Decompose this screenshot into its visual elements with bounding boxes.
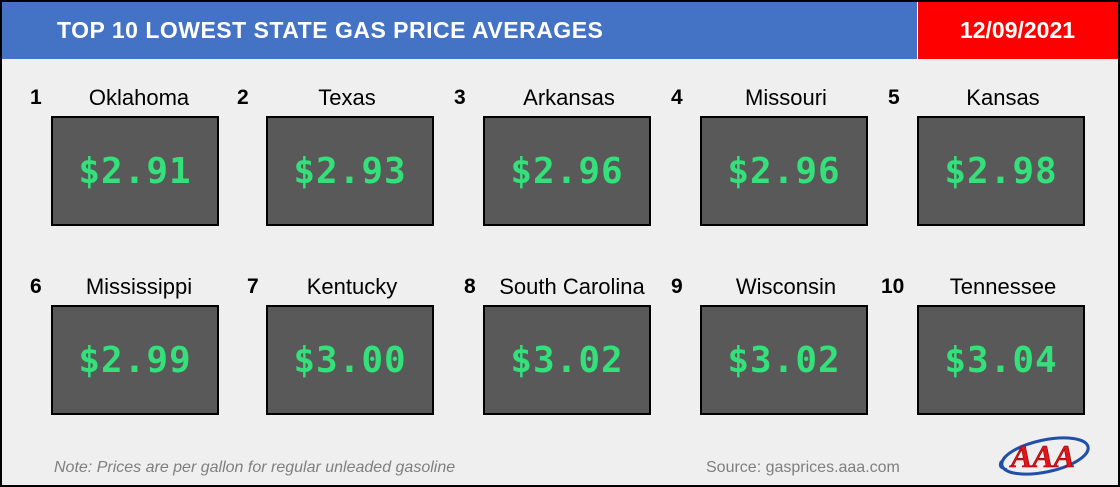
rank-number: 1 [30,86,42,109]
price-box: $2.96 [700,116,868,226]
price-box: $2.96 [483,116,651,226]
ranking-item-6: 6 Mississippi $2.99 [30,274,240,435]
rank-number: 2 [237,86,249,109]
price-value: $3.02 [727,339,841,381]
ranking-item-10: 10 Tennessee $3.04 [881,274,1091,435]
source-credit: Source: gasprices.aaa.com [706,459,900,476]
state-name: Missouri [745,85,827,110]
price-box: $3.04 [917,305,1085,415]
state-name: Kansas [966,85,1040,110]
price-value: $2.96 [727,150,841,192]
state-name: Mississippi [85,274,193,299]
rank-number: 10 [881,275,905,298]
state-name: Kentucky [306,274,398,299]
footnote: Note: Prices are per gallon for regular … [54,459,456,476]
ranking-item-5: 5 Kansas $2.98 [888,85,1098,246]
price-value: $2.98 [944,150,1058,192]
rank-number: 4 [671,86,683,109]
price-box: $3.00 [266,305,434,415]
price-box: $2.93 [266,116,434,226]
rank-number: 3 [454,86,466,109]
state-name: South Carolina [499,274,645,299]
price-value: $2.96 [510,150,624,192]
rank-number: 7 [247,275,259,298]
ranking-item-4: 4 Missouri $2.96 [671,85,881,246]
state-name: Oklahoma [88,85,190,110]
ranking-item-2: 2 Texas $2.93 [237,85,447,246]
price-value: $3.04 [944,339,1058,381]
state-name: Arkansas [523,85,615,110]
price-value: $3.02 [510,339,624,381]
logo-text: AAA [1009,438,1075,474]
aaa-logo-icon: AAA [995,425,1093,483]
price-value: $2.99 [78,339,192,381]
ranking-item-9: 9 Wisconsin $3.02 [671,274,881,435]
header-bar: TOP 10 LOWEST STATE GAS PRICE AVERAGES 1… [2,2,1118,59]
price-box: $2.99 [51,305,219,415]
state-name: Tennessee [949,274,1057,299]
rank-number: 6 [30,275,42,298]
rank-number: 8 [464,275,476,298]
ranking-item-1: 1 Oklahoma $2.91 [30,85,240,246]
price-box: $3.02 [700,305,868,415]
ranking-item-8: 8 South Carolina $3.02 [464,274,674,435]
price-value: $2.91 [78,150,192,192]
price-box: $2.91 [51,116,219,226]
rank-number: 5 [888,86,900,109]
state-name: Texas [318,85,376,110]
rank-number: 9 [671,275,683,298]
price-value: $3.00 [293,339,407,381]
ranking-item-3: 3 Arkansas $2.96 [454,85,664,246]
price-box: $2.98 [917,116,1085,226]
page-title: TOP 10 LOWEST STATE GAS PRICE AVERAGES [2,2,917,59]
state-name: Wisconsin [735,274,837,299]
ranking-item-7: 7 Kentucky $3.00 [247,274,457,435]
price-value: $2.93 [293,150,407,192]
date-badge: 12/09/2021 [917,2,1118,59]
price-box: $3.02 [483,305,651,415]
